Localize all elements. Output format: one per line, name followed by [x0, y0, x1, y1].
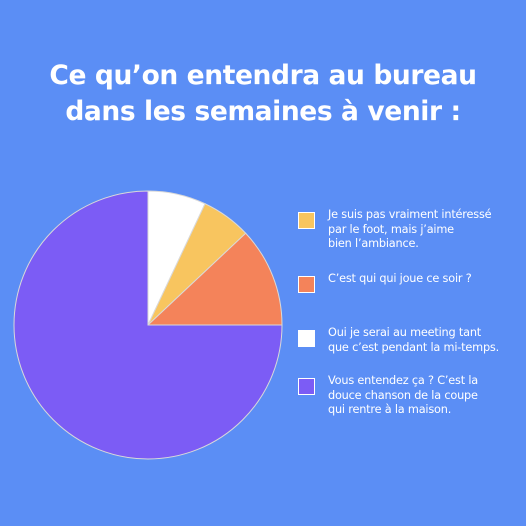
title-line-1: Ce qu’on entendra au bureau: [49, 60, 477, 91]
legend-swatch-yellow: [298, 212, 315, 229]
legend-item-chanson: Vous entendez ça ? C’est la douce chanso…: [298, 374, 518, 418]
legend-label: Je suis pas vraiment intéressé par le fo…: [328, 208, 492, 250]
legend-label: Vous entendez ça ? C’est la douce chanso…: [328, 374, 478, 416]
legend-item-meeting: Oui je serai au meeting tant que c’est p…: [298, 326, 518, 355]
legend-label: Oui je serai au meeting tant que c’est p…: [328, 326, 499, 354]
pie-slice-3: [13, 190, 283, 460]
title-line-2: dans les semaines à venir :: [65, 96, 461, 127]
pie-slice-2: [146, 232, 283, 326]
legend-swatch-purple: [298, 378, 315, 395]
legend-item-ambiance: Je suis pas vraiment intéressé par le fo…: [298, 208, 518, 252]
legend-swatch-orange: [298, 276, 315, 293]
legend-swatch-white: [298, 330, 315, 347]
legend-label: C’est qui qui joue ce soir ?: [328, 272, 472, 285]
chart-title: Ce qu’on entendra au bureau dans les sem…: [0, 58, 526, 130]
legend-item-qui-joue: C’est qui qui joue ce soir ?: [298, 272, 518, 293]
